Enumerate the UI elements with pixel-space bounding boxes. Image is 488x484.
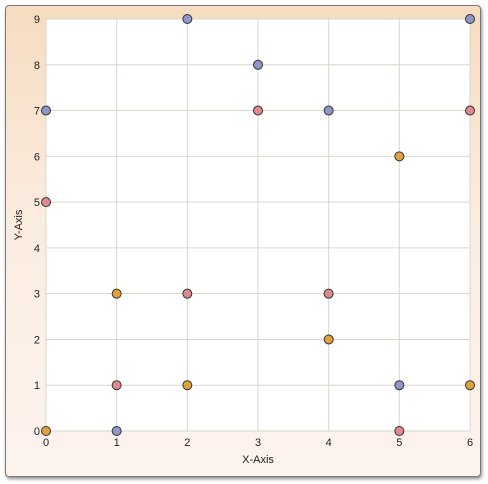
y-tick-label: 3 [34, 289, 40, 301]
data-point [41, 197, 51, 208]
data-point [394, 151, 405, 162]
x-tick-label: 4 [326, 437, 332, 449]
x-tick-labels: 0 1 2 3 4 5 6 [43, 437, 473, 449]
x-tick-label: 0 [43, 437, 49, 449]
y-tick-label: 4 [34, 243, 40, 255]
data-point [465, 380, 475, 391]
data-points [41, 14, 475, 436]
data-point [465, 105, 475, 116]
y-tick-label: 7 [34, 106, 40, 118]
data-point [182, 288, 193, 299]
data-point [323, 105, 334, 116]
data-point [182, 380, 193, 391]
data-point [394, 426, 405, 436]
y-tick-label: 8 [34, 60, 40, 72]
data-point [253, 105, 263, 116]
y-tick-label: 6 [34, 151, 40, 163]
x-axis-title: X-Axis [242, 454, 274, 466]
y-tick-label: 2 [34, 334, 40, 346]
data-point [111, 288, 122, 299]
data-point [323, 288, 334, 299]
x-tick-label: 2 [184, 437, 190, 449]
data-point [253, 59, 263, 70]
y-tick-label: 1 [34, 380, 40, 392]
data-point [111, 380, 122, 391]
x-tick-label: 1 [114, 437, 120, 449]
data-point [182, 14, 193, 24]
y-tick-label: 0 [34, 426, 40, 438]
y-tick-label: 9 [34, 14, 40, 26]
y-tick-label: 5 [34, 197, 40, 209]
data-point [394, 380, 405, 391]
data-point [41, 105, 51, 116]
data-point [323, 334, 334, 345]
x-tick-label: 3 [255, 437, 261, 449]
data-point [41, 426, 51, 436]
data-point [465, 14, 475, 24]
data-point [111, 426, 122, 436]
x-tick-label: 5 [396, 437, 402, 449]
y-axis-title: Y-Axis [13, 209, 25, 240]
x-tick-label: 6 [467, 437, 473, 449]
y-tick-labels: 0 1 2 3 4 5 6 7 8 9 [34, 14, 40, 438]
